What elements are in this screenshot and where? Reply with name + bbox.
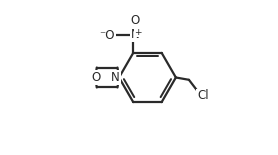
Text: O: O <box>91 71 101 84</box>
Text: N: N <box>111 71 120 84</box>
Text: N: N <box>131 28 140 41</box>
Text: +: + <box>135 28 142 37</box>
Text: ⁻O: ⁻O <box>99 29 115 42</box>
Text: Cl: Cl <box>197 89 208 102</box>
Text: O: O <box>131 14 140 27</box>
